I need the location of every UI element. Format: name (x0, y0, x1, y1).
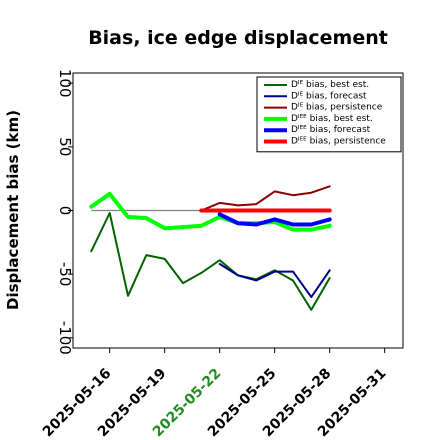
legend-label-2: Dᴵᴱ bias, persistence (291, 103, 383, 113)
y-axis-label: Displacement bias (km) (4, 110, 22, 310)
legend-label-4: Dᴵᴱᴱ bias, forecast (291, 125, 371, 135)
series-line-4 (217, 212, 332, 227)
chart-title: Bias, ice edge displacement (88, 27, 388, 49)
legend-label-5: Dᴵᴱᴱ bias, persistence (291, 137, 386, 147)
legend-label-0: Dᴵᴱ bias, best est. (291, 80, 369, 90)
legend-box (256, 76, 402, 153)
y-tick-label: 100 (56, 69, 74, 98)
series-line-0 (90, 212, 331, 311)
series-line-1 (218, 263, 331, 299)
series-line-3 (89, 191, 332, 232)
legend-label-1: Dᴵᴱ bias, forecast (291, 91, 367, 101)
y-tick-label: 0 (56, 206, 74, 216)
legend-label-3: Dᴵᴱᴱ bias, best est. (291, 114, 373, 124)
y-tick-label: -50 (56, 262, 74, 287)
y-tick-label: -100 (56, 321, 74, 355)
series-line-2 (200, 185, 331, 212)
y-tick-label: 50 (56, 137, 74, 156)
